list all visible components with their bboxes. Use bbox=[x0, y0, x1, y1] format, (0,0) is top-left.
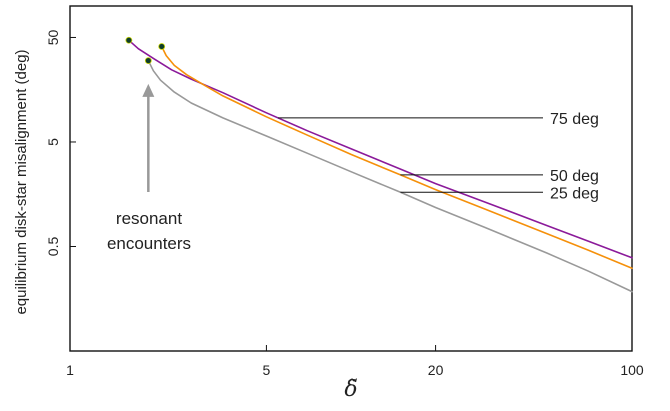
start-marker bbox=[144, 57, 152, 65]
start-marker bbox=[158, 43, 166, 50]
series-line-50-deg bbox=[160, 45, 633, 270]
start-marker bbox=[125, 36, 133, 44]
series-label: 50 deg bbox=[550, 168, 599, 185]
x-axis-label: δ̃ bbox=[344, 377, 357, 402]
y-tick-label: 0.5 bbox=[45, 237, 61, 257]
y-ticks: 0.5 5 50 bbox=[45, 29, 76, 256]
x-ticks: 1 5 20 100 bbox=[66, 345, 644, 378]
plot-frame bbox=[69, 5, 633, 352]
series-layer bbox=[125, 36, 633, 293]
y-axis-label: equilibrium disk-star misalignment (deg) bbox=[13, 49, 30, 314]
x-tick-label: 1 bbox=[66, 362, 74, 378]
annotation-resonant-encounters: resonant encounters bbox=[107, 83, 191, 253]
series-line-75-deg bbox=[128, 39, 633, 259]
annotation-line-1: resonant bbox=[116, 209, 182, 228]
annotation-arrow-head bbox=[142, 83, 155, 97]
series-label: 25 deg bbox=[550, 185, 599, 202]
x-tick-label: 5 bbox=[263, 362, 271, 378]
x-tick-label: 20 bbox=[428, 362, 444, 378]
annotation-line-2: encounters bbox=[107, 234, 191, 253]
y-tick-label: 5 bbox=[45, 138, 61, 146]
series-line-25-deg bbox=[147, 59, 633, 293]
y-tick-label: 50 bbox=[45, 29, 61, 45]
x-tick-label: 100 bbox=[620, 362, 644, 378]
series-label: 75 deg bbox=[550, 111, 599, 128]
